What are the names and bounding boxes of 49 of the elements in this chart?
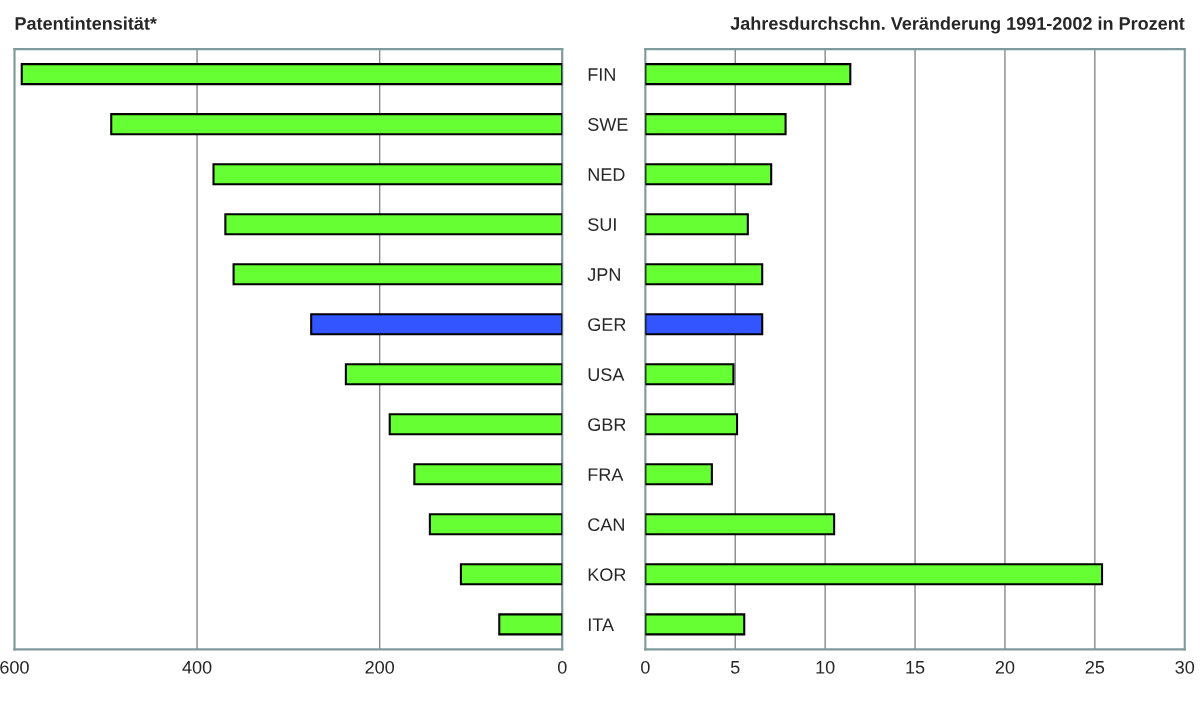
bar [645,213,749,236]
bar [212,163,563,186]
y-tick-label: ITA [588,618,614,631]
bar [645,363,735,386]
y-tick-label: GBR [588,418,626,431]
chart-title: Patentintensität* [15,16,157,30]
bar [645,613,746,636]
x-tick-label: 5 [730,661,740,674]
y-tick-label: SWE [588,118,628,131]
y-tick-label: USA [588,368,625,381]
bar [459,563,563,586]
x-tick-label: 600 [0,660,29,674]
bar [645,313,764,336]
x-tick-label: 25 [1085,660,1105,674]
y-tick-label: FRA [588,468,624,481]
x-tick-label: 10 [816,660,835,674]
y-tick-label: NED [588,168,625,181]
x-tick-label: 15 [906,661,925,674]
x-tick-label: 400 [182,660,212,674]
y-tick-label: CAN [588,518,624,532]
bar [645,63,852,86]
bar [645,163,773,186]
bar [110,113,563,136]
bar [645,263,764,286]
bar [645,563,1104,586]
bar [344,363,563,386]
x-tick-label: 20 [995,660,1015,674]
bar [388,413,563,436]
y-tick-label: JPN [587,268,620,281]
x-tick-label: 0 [557,660,567,674]
bar [20,63,563,86]
bar [645,413,739,436]
bar [310,313,563,336]
chart-title: Jahresdurchschn. Veränderung 1991-2002 in Prozent [730,16,1185,34]
bar [498,613,563,636]
bar [232,263,563,286]
bar [413,463,563,486]
bar [428,513,563,536]
bar [645,113,787,136]
y-tick-label: GER [588,318,626,331]
x-tick-label: 200 [365,660,395,674]
x-tick-label: 30 [1175,660,1195,674]
y-tick-label: KOR [588,568,626,582]
bar [645,463,713,486]
y-tick-label: FIN [588,68,615,81]
y-tick-label: SUI [588,218,616,231]
bar [645,513,836,536]
x-tick-label: 0 [641,660,650,674]
bar [224,213,563,236]
